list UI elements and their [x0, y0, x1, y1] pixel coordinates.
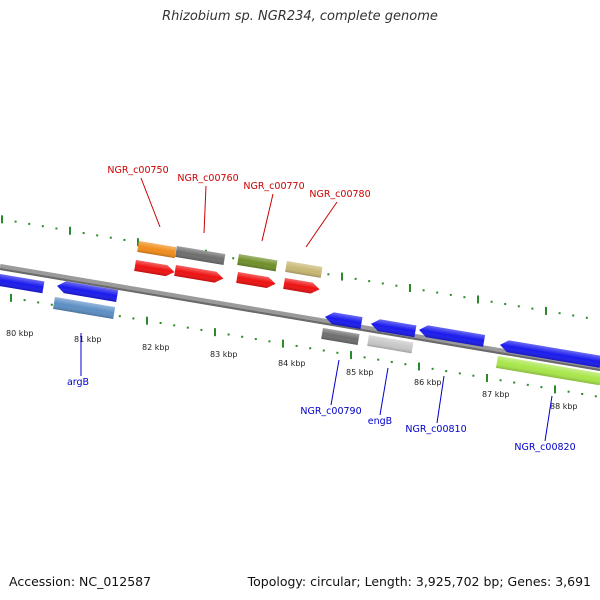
callout-engb-leader [379, 367, 389, 416]
cds-arrow-c00790-highlight [325, 312, 363, 329]
kbp-scale: 80 kbp 81 kbp 82 kbp 83 kbp 84 kbp 85 kbp 86 k… [6, 329, 578, 411]
callout-c00780-leader [305, 201, 338, 248]
gene-box-argb-highlight [53, 297, 116, 319]
callout-c00790-label: NGR_c00790 [300, 406, 361, 417]
callout-c00810-leader [436, 375, 445, 424]
callout-c00750-leader [140, 177, 161, 228]
scale-tick-label: 82 kbp [142, 343, 170, 352]
genome-backbone-shade [0, 268, 600, 371]
gene-box-c00750-highlight [137, 241, 177, 259]
gene-box-c00760-highlight [175, 246, 226, 265]
accession-text: Accession: NC_012587 [9, 574, 152, 589]
gene-box-c00780-highlight [285, 261, 323, 278]
cds-arrow-left-edge-highlight [0, 274, 45, 294]
cds-arrow-c00750[interactable] [134, 260, 175, 277]
cds-arrow-left-edge[interactable] [0, 274, 45, 294]
cds-arrow-c00770[interactable] [236, 272, 276, 289]
gene-box-c00770[interactable] [237, 254, 278, 272]
cds-arrow-engb[interactable] [370, 318, 417, 338]
gene-box-c00790[interactable] [321, 328, 360, 345]
gene-box-c00760[interactable] [175, 246, 226, 265]
gene-callouts: NGR_c00750 NGR_c00760 NGR_c00770 NGR_c00780… [67, 165, 576, 453]
callout-c00750-label: NGR_c00750 [107, 165, 168, 176]
scale-tick-label: 86 kbp [414, 378, 442, 387]
callout-c00820-label: NGR_c00820 [514, 442, 575, 453]
genome-backbone [0, 264, 600, 371]
callout-c00770-leader [261, 193, 274, 242]
scale-tick-label: 84 kbp [278, 359, 306, 368]
gene-box-c00770-highlight [237, 254, 278, 272]
cds-arrow-c00810-highlight [419, 325, 486, 347]
genome-summary-text: Topology: circular; Length: 3,925,702 bp… [247, 574, 591, 589]
gene-box-c00780[interactable] [285, 261, 323, 278]
callout-c00790-leader [330, 359, 340, 406]
callout-c00760-label: NGR_c00760 [177, 173, 238, 184]
gene-box-c00820[interactable] [496, 356, 600, 386]
cds-arrow-c00760[interactable] [174, 265, 224, 284]
scale-tick-label: 81 kbp [74, 335, 102, 344]
cds-arrow-argb-highlight [57, 281, 119, 302]
callout-argb-label: argB [67, 377, 89, 388]
callout-c00770-label: NGR_c00770 [243, 181, 304, 192]
cds-arrow-c00780-highlight [283, 278, 320, 294]
scale-tick-label: 85 kbp [346, 368, 374, 377]
gene-box-argb[interactable] [53, 297, 116, 319]
cds-arrow-c00760-highlight [174, 265, 224, 283]
cds-arrow-c00820-highlight [500, 340, 600, 368]
gene-features[interactable] [0, 241, 600, 386]
cds-arrow-engb-highlight [371, 319, 417, 338]
cds-arrow-c00770-highlight [236, 272, 276, 288]
gene-box-c00750[interactable] [137, 241, 177, 259]
map-title: Rhizobium sp. NGR234, complete genome [162, 9, 438, 24]
gene-box-engb-highlight [367, 335, 414, 354]
callout-engb-label: engB [368, 416, 392, 427]
cds-arrow-c00790[interactable] [324, 311, 363, 329]
callout-c00760-leader [203, 185, 207, 234]
callout-c00780-label: NGR_c00780 [309, 189, 370, 200]
cds-arrow-c00780[interactable] [283, 278, 320, 295]
cds-arrow-c00820[interactable] [499, 339, 600, 368]
cds-arrow-c00810[interactable] [418, 324, 486, 347]
gene-box-c00820-highlight [496, 356, 600, 386]
cds-arrow-argb[interactable] [56, 280, 119, 302]
scale-tick-label: 83 kbp [210, 350, 238, 359]
cds-arrow-c00750-highlight [134, 260, 175, 277]
gene-box-engb[interactable] [367, 335, 414, 354]
scale-tick-label: 80 kbp [6, 329, 34, 338]
scale-tick-label: 88 kbp [550, 402, 578, 411]
callout-c00820-leader [544, 395, 553, 442]
scale-tick-label: 87 kbp [482, 390, 510, 399]
callout-c00810-label: NGR_c00810 [405, 424, 466, 435]
gene-box-c00790-highlight [321, 328, 360, 345]
